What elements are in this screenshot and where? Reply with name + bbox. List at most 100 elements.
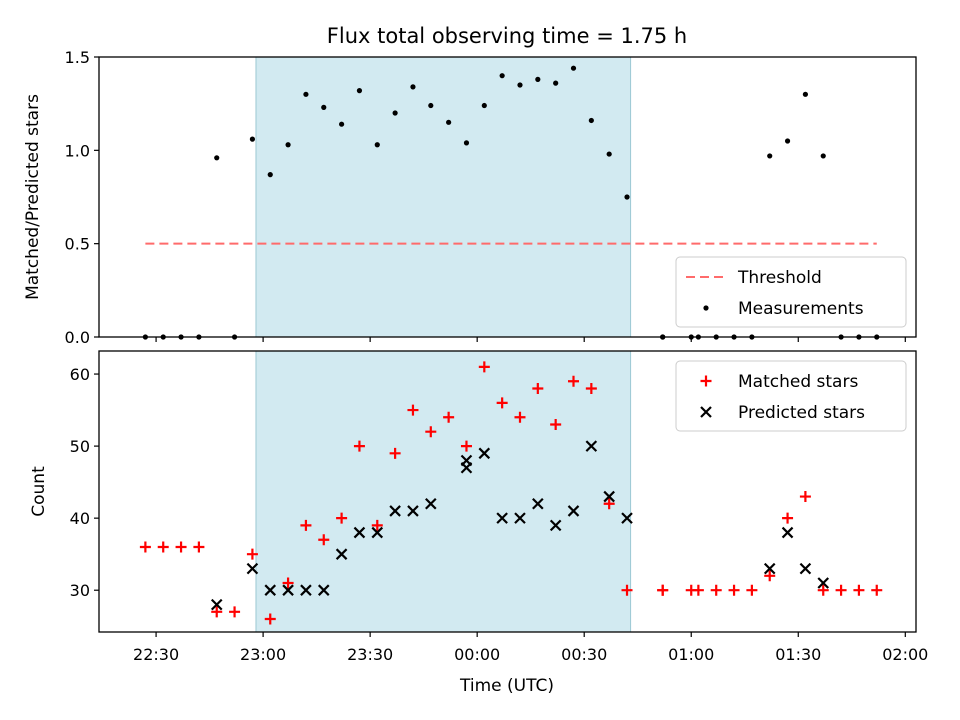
measurement-point <box>802 91 809 97</box>
predicted-stars-point <box>603 490 615 503</box>
predicted-stars-point <box>781 526 794 539</box>
measurement-point <box>267 172 273 178</box>
predicted-stars-point <box>799 562 812 575</box>
measurement-point <box>820 153 826 159</box>
plot-area: 0.0 0.5 1.0 1.5 Matched/Predicted stars Thres… <box>23 48 928 664</box>
matched-stars-point <box>496 397 508 409</box>
matched-stars-point <box>657 584 669 596</box>
matched-stars-point <box>835 584 847 596</box>
series-matched-stars <box>139 361 883 625</box>
predicted-stars-point <box>282 584 294 596</box>
x-tick-label: 23:30 <box>347 645 393 664</box>
predicted-stars-point <box>567 505 580 517</box>
predicted-stars-point <box>317 584 330 596</box>
matched-stars-point <box>318 534 330 546</box>
x-tick-label: 01:30 <box>775 645 821 664</box>
predicted-stars-point <box>407 505 419 517</box>
measurement-point <box>517 82 523 88</box>
y-axis-label: Matched/Predicted stars <box>23 94 43 300</box>
matched-stars-point <box>300 519 312 531</box>
y-tick-label: 1.0 <box>65 141 90 160</box>
observing-interval-shade <box>255 56 632 338</box>
matched-stars-point <box>550 418 562 430</box>
x-tick-label: 00:30 <box>561 645 607 664</box>
matched-stars-point <box>603 498 615 510</box>
legend-box <box>675 360 907 432</box>
matched-stars-point <box>568 375 580 387</box>
predicted-stars-point <box>549 519 562 532</box>
x-tick-label: 01:00 <box>668 645 714 664</box>
matched-stars-point <box>407 404 419 416</box>
measurement-point <box>499 73 505 79</box>
legend: Threshold Measurements <box>675 256 907 328</box>
matched-stars-point <box>514 411 526 423</box>
measurement-point <box>570 65 577 71</box>
measurement-point <box>767 153 773 159</box>
measurement-point <box>535 76 541 82</box>
x-tick-label: 02:00 <box>882 645 928 664</box>
predicted-stars-point <box>460 454 473 467</box>
legend-label: Predicted stars <box>738 403 865 423</box>
matched-stars-point <box>229 606 241 618</box>
measurement-point <box>392 110 398 116</box>
matched-stars-point <box>692 584 704 596</box>
y-tick-label: 0.5 <box>65 235 90 254</box>
measurement-point <box>606 151 612 157</box>
matched-stars-point <box>389 447 401 459</box>
x-tick-label: 23:00 <box>240 645 286 664</box>
legend-matched-swatch <box>700 375 712 387</box>
chart-title: Flux total observing time = 1.75 h <box>327 24 687 48</box>
y-tick-label: 60 <box>70 365 90 384</box>
matched-stars-point <box>425 426 437 438</box>
measurement-point <box>249 136 256 142</box>
panel-frame <box>98 350 917 633</box>
legend-label: Matched stars <box>738 372 858 392</box>
measurement-point <box>374 142 380 148</box>
measurement-point <box>784 138 791 144</box>
measurement-point <box>553 80 559 86</box>
legend-label: Measurements <box>738 299 864 319</box>
matched-stars-point <box>585 382 597 394</box>
measurement-point <box>481 102 487 109</box>
predicted-stars-point <box>371 526 384 539</box>
y-tick-label: 1.5 <box>65 48 90 67</box>
matched-stars-point <box>282 577 294 589</box>
matched-stars-point <box>193 541 205 553</box>
matched-stars-point <box>710 584 722 596</box>
measurement-point <box>285 142 291 148</box>
predicted-stars-point <box>353 526 366 539</box>
matched-stars-point <box>336 512 348 524</box>
y-tick-label: 30 <box>70 581 90 600</box>
series-measurements <box>142 65 880 340</box>
matched-stars-point <box>175 541 187 553</box>
matched-stars-point <box>746 584 758 596</box>
predicted-stars-point <box>246 562 259 575</box>
observing-interval-shade <box>255 350 632 633</box>
y-axis-label: Count <box>29 466 49 517</box>
matched-stars-point <box>817 584 829 596</box>
legend-predicted-swatch <box>700 406 712 418</box>
measurement-point <box>446 119 452 125</box>
predicted-stars-point <box>817 577 830 589</box>
matched-stars-point <box>246 548 258 560</box>
measurement-point <box>410 84 416 90</box>
measurement-point <box>624 194 630 200</box>
y-tick-label: 40 <box>70 509 90 528</box>
measurement-point <box>428 102 434 109</box>
matched-stars-point <box>264 613 276 625</box>
measurement-point <box>356 88 363 94</box>
x-tick-label: 22:30 <box>133 645 179 664</box>
matched-stars-point <box>621 584 633 596</box>
predicted-stars-point <box>621 512 633 524</box>
predicted-stars-point <box>210 598 223 611</box>
y-tick-label: 0.0 <box>65 328 90 347</box>
legend-measurements-swatch <box>703 305 709 311</box>
y-tick-label: 50 <box>70 437 90 456</box>
predicted-stars-point <box>763 562 776 575</box>
matched-stars-point <box>799 491 811 503</box>
matched-stars-point <box>211 606 223 618</box>
matched-stars-point <box>764 570 776 582</box>
legend-box <box>675 256 907 328</box>
measurement-point <box>303 91 309 97</box>
